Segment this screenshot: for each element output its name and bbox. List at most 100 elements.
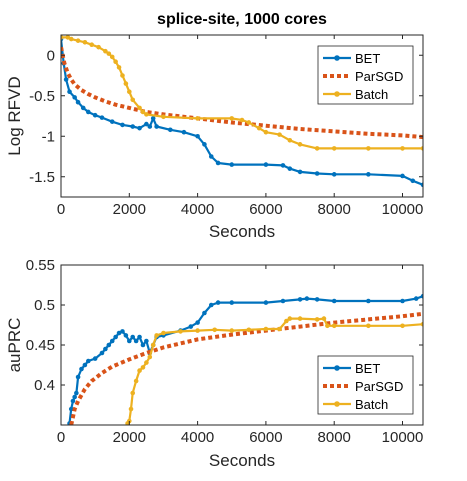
data-point <box>154 124 159 129</box>
data-point <box>229 116 235 121</box>
y-tick-label: 0.5 <box>34 297 55 314</box>
data-point <box>331 172 337 177</box>
data-point <box>128 406 134 412</box>
legend-marker-batch <box>334 91 340 97</box>
data-point <box>314 297 320 302</box>
data-point <box>420 182 423 188</box>
data-point <box>239 117 245 123</box>
y-axis-label: Log RFVD <box>5 76 24 155</box>
series-batch <box>61 35 423 151</box>
data-point <box>109 338 115 344</box>
y-tick-label: 0.55 <box>26 257 55 274</box>
data-point <box>103 346 108 352</box>
x-tick-label: 0 <box>57 201 65 218</box>
data-point <box>263 300 269 305</box>
y-tick-label: 0.45 <box>26 337 55 354</box>
x-tick-label: 8000 <box>318 201 351 218</box>
data-point <box>75 374 81 380</box>
data-point <box>137 368 142 373</box>
legend-label-bet: BET <box>355 51 380 66</box>
data-point <box>74 390 79 396</box>
data-point <box>215 300 221 305</box>
data-point <box>103 48 108 54</box>
data-point <box>161 114 166 120</box>
data-point <box>208 154 214 159</box>
data-point <box>137 334 142 340</box>
chart-title: splice-site, 1000 cores <box>157 11 327 28</box>
data-point <box>229 162 235 167</box>
data-point <box>140 342 146 348</box>
data-point <box>68 406 74 412</box>
x-axis-label: Seconds <box>209 222 275 241</box>
data-point <box>229 328 235 333</box>
data-point <box>215 160 221 166</box>
top-chart: 0 2000 4000 6000 8000 10000 0 -0.5 -1 -1.5 splice-… <box>5 11 424 241</box>
data-point <box>65 35 71 40</box>
data-point <box>123 81 129 86</box>
data-point <box>116 330 122 336</box>
data-point <box>280 298 286 304</box>
data-point <box>113 334 118 340</box>
data-point <box>130 390 136 396</box>
x-tick-label: 2000 <box>113 201 146 218</box>
data-point <box>150 116 156 121</box>
data-point <box>150 342 156 348</box>
data-point <box>314 146 320 151</box>
legend: BET ParSGD Batch <box>317 355 414 415</box>
x-tick-label: 4000 <box>181 201 214 218</box>
data-point <box>106 51 112 56</box>
data-point <box>366 323 371 329</box>
data-point <box>116 65 122 70</box>
legend-marker-bet <box>334 365 340 371</box>
data-point <box>246 120 252 125</box>
x-tick-label: 6000 <box>249 429 282 446</box>
data-point <box>72 95 77 100</box>
series-parsgd <box>69 311 423 425</box>
data-point <box>178 329 183 334</box>
data-point <box>325 323 330 329</box>
data-point <box>96 44 101 50</box>
data-point <box>137 105 142 111</box>
legend-label-bet: BET <box>355 361 380 376</box>
data-point <box>109 119 115 124</box>
data-point <box>263 129 269 135</box>
data-point <box>130 97 136 103</box>
data-point <box>331 323 337 329</box>
data-point <box>263 162 269 167</box>
series-line-batch <box>61 36 423 150</box>
data-point <box>68 36 74 42</box>
data-point <box>420 146 423 151</box>
data-point <box>314 317 320 322</box>
x-tick-label: 0 <box>57 429 65 446</box>
data-point <box>144 338 149 344</box>
data-point <box>400 323 405 329</box>
data-point <box>331 298 337 304</box>
data-point <box>287 138 293 143</box>
data-point <box>113 59 118 65</box>
data-point <box>154 333 159 338</box>
x-tick-label: 10000 <box>382 201 424 218</box>
data-point <box>67 89 72 94</box>
data-point <box>86 109 91 115</box>
data-point <box>181 129 187 135</box>
data-point <box>130 124 136 129</box>
data-point <box>86 358 91 364</box>
x-tick-label: 8000 <box>318 429 351 446</box>
data-point <box>277 132 282 137</box>
data-point <box>130 334 136 340</box>
data-point <box>99 115 105 120</box>
data-point <box>127 89 132 94</box>
data-point <box>195 328 200 333</box>
data-point <box>120 329 125 334</box>
data-point <box>63 77 69 82</box>
data-point <box>202 310 207 316</box>
data-point <box>140 365 146 370</box>
data-point <box>420 321 423 327</box>
data-point <box>140 109 146 115</box>
data-point <box>89 42 95 48</box>
data-point <box>400 298 405 304</box>
legend-marker-bet <box>334 55 340 61</box>
data-point <box>256 125 262 131</box>
data-point <box>208 302 214 308</box>
data-point <box>195 116 200 121</box>
